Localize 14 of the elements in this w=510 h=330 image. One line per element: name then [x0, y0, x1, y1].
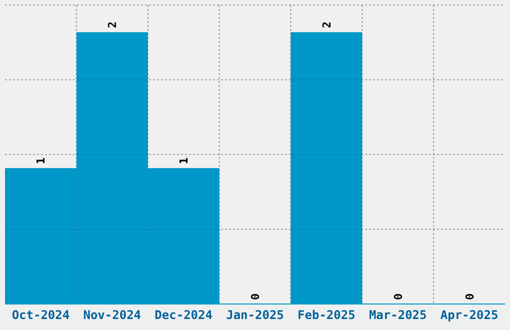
data-label: 0 — [392, 293, 405, 300]
data-label: 0 — [463, 293, 476, 300]
data-label: 2 — [106, 22, 120, 28]
x-tick-label: Dec-2024 — [154, 308, 212, 322]
x-tick-label: Mar-2025 — [368, 308, 427, 322]
data-label: 1 — [178, 157, 191, 164]
x-tick-label: Nov-2024 — [83, 308, 142, 322]
x-tick-label: Oct-2024 — [12, 308, 70, 322]
data-label: 2 — [320, 22, 334, 28]
x-tick-label: Apr-2025 — [440, 308, 498, 322]
data-label: 1 — [34, 157, 48, 164]
x-tick-label: Feb-2025 — [298, 308, 356, 322]
x-tick-label: Jan-2025 — [226, 308, 284, 322]
data-label: 0 — [249, 293, 262, 300]
